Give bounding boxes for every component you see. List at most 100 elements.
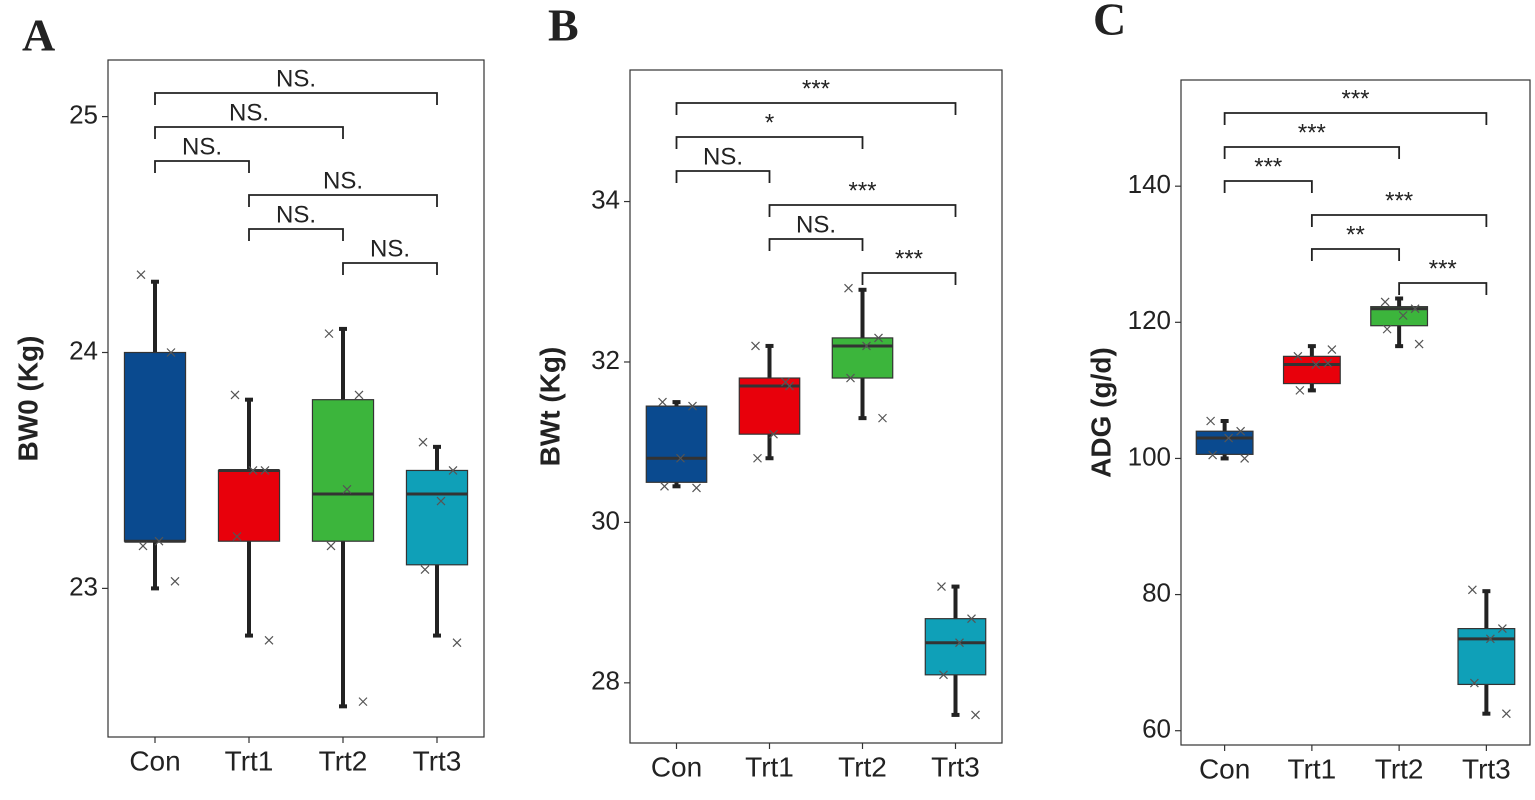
data-point [971, 710, 980, 720]
significance-label: *** [802, 75, 830, 102]
data-point [1240, 454, 1250, 463]
data-point [248, 466, 258, 475]
x-tick-label: Trt2 [319, 745, 368, 776]
data-point [166, 348, 176, 357]
y-axis-label: BW0 (Kg) [12, 336, 43, 462]
data-point [692, 483, 701, 493]
data-point [138, 541, 148, 551]
box [1282, 355, 1341, 385]
panel-label: A [22, 10, 55, 61]
significance-label: *** [1341, 85, 1369, 112]
data-point [955, 638, 964, 648]
significance-bracket [248, 194, 438, 207]
data-point [436, 496, 446, 506]
y-tick-label: 140 [1128, 169, 1171, 199]
plot-frame [107, 59, 485, 738]
data-point [1293, 351, 1303, 361]
significance-label: *** [1385, 187, 1413, 214]
data-point [452, 638, 462, 648]
x-tick-label: Trt1 [745, 751, 794, 782]
box [123, 351, 187, 542]
significance-label: NS. [276, 201, 316, 228]
panel-label: B [548, 0, 579, 51]
data-point [937, 582, 946, 592]
significance-bracket [861, 272, 957, 285]
data-point [358, 697, 368, 707]
y-tick-label: 25 [69, 99, 98, 129]
x-tick-label: Trt3 [931, 751, 980, 782]
data-point [264, 635, 274, 645]
box [405, 469, 469, 566]
significance-bracket [768, 238, 864, 251]
data-point [939, 670, 948, 680]
data-point [1497, 624, 1507, 634]
x-tick-label: Trt1 [225, 745, 274, 776]
significance-bracket [1310, 248, 1401, 261]
data-point [1295, 385, 1305, 395]
data-point [1467, 585, 1477, 595]
y-axis-label: BWt (Kg) [534, 347, 565, 467]
significance-bracket [1398, 282, 1488, 295]
data-point [874, 333, 883, 343]
y-tick-label: 34 [591, 184, 620, 214]
data-point [846, 373, 855, 383]
data-point [1206, 416, 1216, 426]
significance-bracket [154, 92, 438, 105]
data-point [1327, 345, 1337, 354]
data-point [878, 413, 887, 423]
data-point [136, 270, 146, 280]
data-point [342, 484, 352, 494]
box [831, 337, 894, 379]
data-point [1224, 433, 1234, 443]
significance-label: ** [1346, 221, 1365, 248]
data-point [1485, 634, 1495, 644]
data-point [862, 341, 871, 351]
data-point [1398, 311, 1408, 320]
data-point [967, 614, 976, 624]
significance-label: NS. [370, 235, 410, 262]
x-tick-label: Trt1 [1288, 753, 1337, 784]
significance-bracket [675, 136, 864, 149]
significance-bracket [768, 204, 957, 217]
box [217, 469, 281, 542]
significance-label: NS. [796, 211, 836, 238]
data-point [1414, 339, 1424, 349]
x-tick-label: Con [129, 745, 180, 776]
data-point [769, 429, 778, 439]
panel-label: C [1093, 0, 1126, 45]
box [924, 618, 987, 676]
significance-label: * [765, 109, 774, 136]
x-tick-label: Trt3 [1462, 753, 1511, 784]
significance-bracket [675, 170, 771, 183]
significance-label: NS. [182, 133, 222, 160]
data-point [1410, 304, 1420, 314]
plot-frame [629, 69, 1003, 744]
data-point [844, 283, 853, 293]
data-point [420, 565, 430, 574]
significance-bracket [1223, 180, 1313, 193]
significance-bracket [154, 126, 344, 139]
data-point [1236, 426, 1246, 436]
x-tick-label: Con [651, 751, 702, 782]
data-point [170, 576, 180, 586]
data-point [785, 381, 794, 391]
y-tick-label: 100 [1128, 441, 1171, 471]
significance-label: NS. [703, 143, 743, 170]
data-point [676, 453, 685, 463]
data-point [1501, 709, 1511, 719]
plot-frame [1180, 79, 1531, 746]
significance-label: NS. [229, 99, 269, 126]
significance-bracket [154, 160, 250, 173]
data-point [658, 397, 667, 407]
x-tick-label: Trt2 [838, 751, 887, 782]
significance-bracket [1223, 146, 1401, 159]
data-point [1382, 324, 1392, 334]
box [1370, 306, 1429, 327]
y-axis-label: ADG (g/d) [1085, 347, 1116, 478]
data-point [751, 341, 760, 351]
box [645, 405, 708, 483]
significance-bracket [342, 262, 438, 275]
y-tick-label: 24 [69, 335, 98, 365]
significance-label: *** [895, 245, 923, 272]
